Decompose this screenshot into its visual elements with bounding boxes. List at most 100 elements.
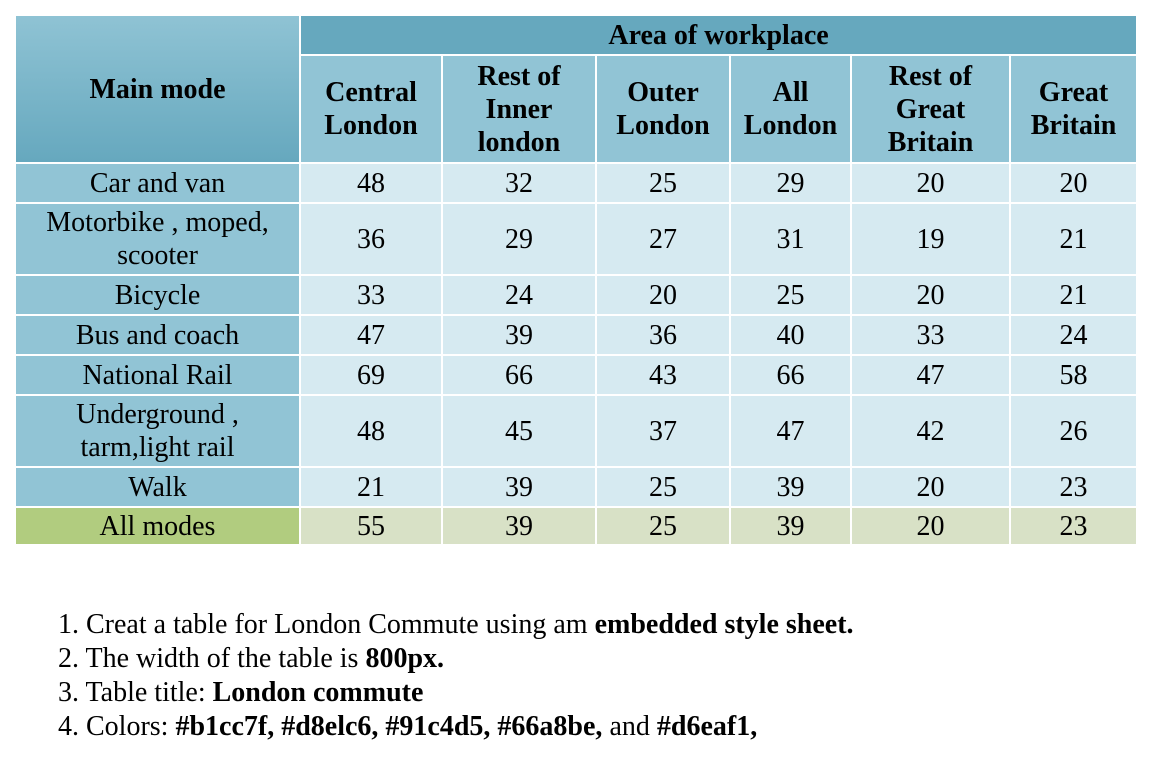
table-cell: 24 (441, 274, 597, 316)
instruction-item: 3. Table title: London commute (58, 676, 854, 710)
row-label: Bicycle (14, 274, 301, 316)
instruction-number: 4. (58, 711, 79, 742)
table-row: Bicycle 33 24 20 25 20 21 (14, 274, 1139, 316)
table-cell: 31 (729, 202, 852, 276)
column-header: Central London (299, 54, 443, 164)
table-cell: 39 (441, 314, 597, 356)
line-text: London (616, 110, 710, 141)
main-mode-header: Main mode (14, 14, 301, 164)
table-cell: 27 (595, 202, 731, 276)
table-cell: 66 (729, 354, 852, 396)
table-cell: 19 (850, 202, 1011, 276)
column-header-row: Central London Rest of Inner london Outer Lond… (15, 54, 1139, 164)
table-cell: 20 (595, 274, 731, 316)
london-commute-table: Main mode Area of workplace Central Londo… (14, 14, 1139, 546)
column-header: Rest of Great Britain (850, 54, 1011, 164)
line-text: Underground , (76, 399, 239, 430)
table-cell: 26 (1008, 394, 1139, 468)
line-text: Bus and coach (75, 319, 240, 351)
table-cell: 47 (850, 354, 1011, 396)
table-cell: 47 (729, 394, 852, 468)
table-cell: 32 (441, 162, 597, 204)
instruction-text-after: and (602, 711, 657, 742)
column-header: Outer London (595, 54, 731, 164)
line-text: Outer (627, 77, 699, 108)
table-row: Underground , tarm,light rail 48 45 37 47 42 26 (14, 394, 1139, 468)
table-row: National Rail 69 66 43 66 47 58 (14, 354, 1139, 396)
row-label: Car and van (14, 162, 301, 204)
instruction-emphasis: #b1cc7f, #d8elc6, #91c4d5, #66a8be, (175, 711, 603, 742)
instruction-text: Colors: (86, 711, 176, 742)
column-header: Great Britain (1008, 54, 1139, 164)
instruction-number: 3. (58, 677, 79, 708)
line-text: Great (895, 93, 966, 125)
table-cell: 20 (850, 274, 1011, 316)
table-cell: 20 (850, 466, 1011, 508)
table-cell: 25 (595, 162, 731, 204)
row-label: Underground , tarm,light rail (14, 394, 301, 468)
line-text: Inner (485, 93, 553, 125)
table-cell: 23 (1008, 466, 1139, 508)
instruction-emphasis: embedded style sheet. (594, 609, 854, 640)
line-text: Great (1038, 77, 1109, 108)
table-cell: 29 (441, 202, 597, 276)
table-cell: 36 (595, 314, 731, 356)
table-cell: 25 (729, 274, 852, 316)
instruction-item: 2. The width of the table is 800px. (58, 642, 854, 676)
line-text: National Rail (82, 359, 233, 391)
table-body: Car and van 48 32 25 29 20 20 Motorbike , moped… (14, 162, 1139, 546)
table-cell: 20 (1008, 162, 1139, 204)
instructions-list: 1. Creat a table for London Commute usin… (58, 608, 854, 744)
instruction-emphasis: London commute (212, 677, 424, 708)
table-cell: 40 (729, 314, 852, 356)
table-cell: 33 (850, 314, 1011, 356)
table-row: Walk 21 39 25 39 20 23 (14, 466, 1139, 508)
table-cell: 33 (299, 274, 443, 316)
table-cell: 47 (299, 314, 443, 356)
table-cell: 39 (441, 466, 597, 508)
table-cell: 58 (1008, 354, 1139, 396)
line-text: Car and van (89, 167, 226, 199)
column-header: All London (729, 54, 852, 164)
line-text: All (772, 77, 809, 108)
table-cell: 36 (299, 202, 443, 276)
line-text: London (743, 110, 838, 141)
instruction-emphasis-2: #d6eaf1, (656, 711, 758, 742)
total-cell: 39 (729, 506, 852, 546)
table-cell: 42 (850, 394, 1011, 468)
row-label: Bus and coach (14, 314, 301, 356)
table-cell: 48 (299, 394, 443, 468)
table-row: Motorbike , moped, scooter 36 29 27 31 19 21 (14, 202, 1139, 276)
table-cell: 69 (299, 354, 443, 396)
line-text: Britain (1030, 110, 1117, 141)
line-text: Rest of (477, 60, 561, 92)
line-text: Britain (887, 126, 974, 158)
area-of-workplace-header: Area of workplace (298, 14, 1139, 56)
table-cell: 45 (441, 394, 597, 468)
total-cell: 25 (595, 506, 731, 546)
instruction-number: 2. (58, 643, 79, 674)
line-text: Central (325, 77, 417, 108)
table-cell: 29 (729, 162, 852, 204)
line-text: Bicycle (114, 279, 201, 311)
table-cell: 48 (299, 162, 443, 204)
line-text: Rest of (888, 60, 973, 92)
total-row-label: All modes (14, 506, 301, 546)
total-cell: 20 (850, 506, 1011, 546)
total-row: All modes 55 39 25 39 20 23 (14, 506, 1139, 546)
total-cell: 23 (1008, 506, 1139, 546)
row-label: Motorbike , moped, scooter (14, 202, 301, 276)
instruction-item: 1. Creat a table for London Commute usin… (58, 608, 854, 642)
total-cell: 55 (299, 506, 443, 546)
instruction-text: Table title: (85, 677, 213, 708)
instruction-number: 1. (58, 609, 79, 640)
table-cell: 39 (729, 466, 852, 508)
instruction-text: The width of the table is (85, 643, 366, 674)
table-cell: 20 (850, 162, 1011, 204)
line-text: Walk (128, 471, 187, 503)
table-cell: 66 (441, 354, 597, 396)
row-label: Walk (14, 466, 301, 508)
line-text: london (477, 126, 561, 158)
column-header: Rest of Inner london (441, 54, 597, 164)
table-cell: 21 (1008, 274, 1139, 316)
